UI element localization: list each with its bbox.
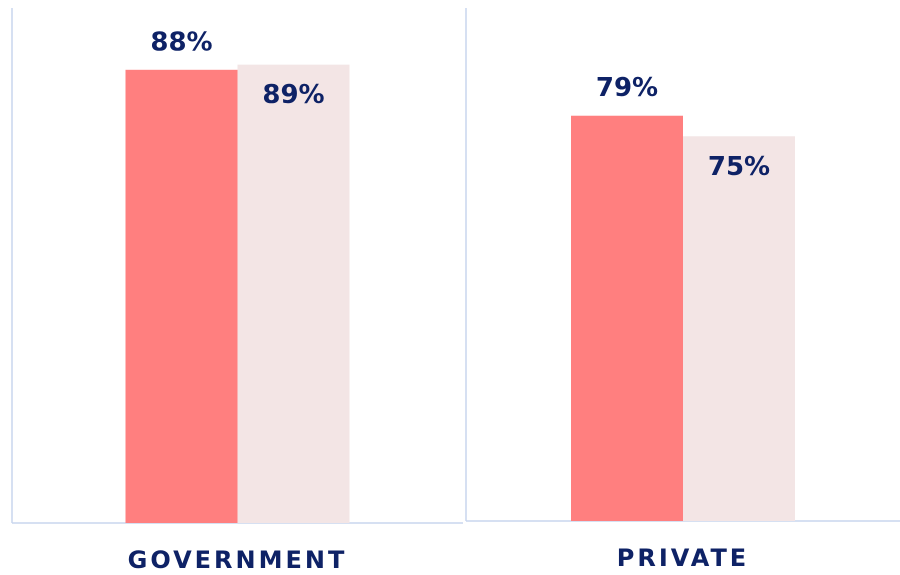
- value-label: 75%: [708, 152, 770, 182]
- x-tick-label: GOVERNMENT: [128, 546, 348, 574]
- value-label: 89%: [262, 80, 324, 110]
- bar: [571, 115, 683, 521]
- bar: [683, 136, 795, 521]
- bar: [125, 69, 238, 524]
- value-label: 88%: [150, 27, 212, 57]
- x-tick-label: PRIVATE: [617, 544, 749, 572]
- bar: [237, 64, 350, 524]
- value-label: 79%: [596, 73, 658, 103]
